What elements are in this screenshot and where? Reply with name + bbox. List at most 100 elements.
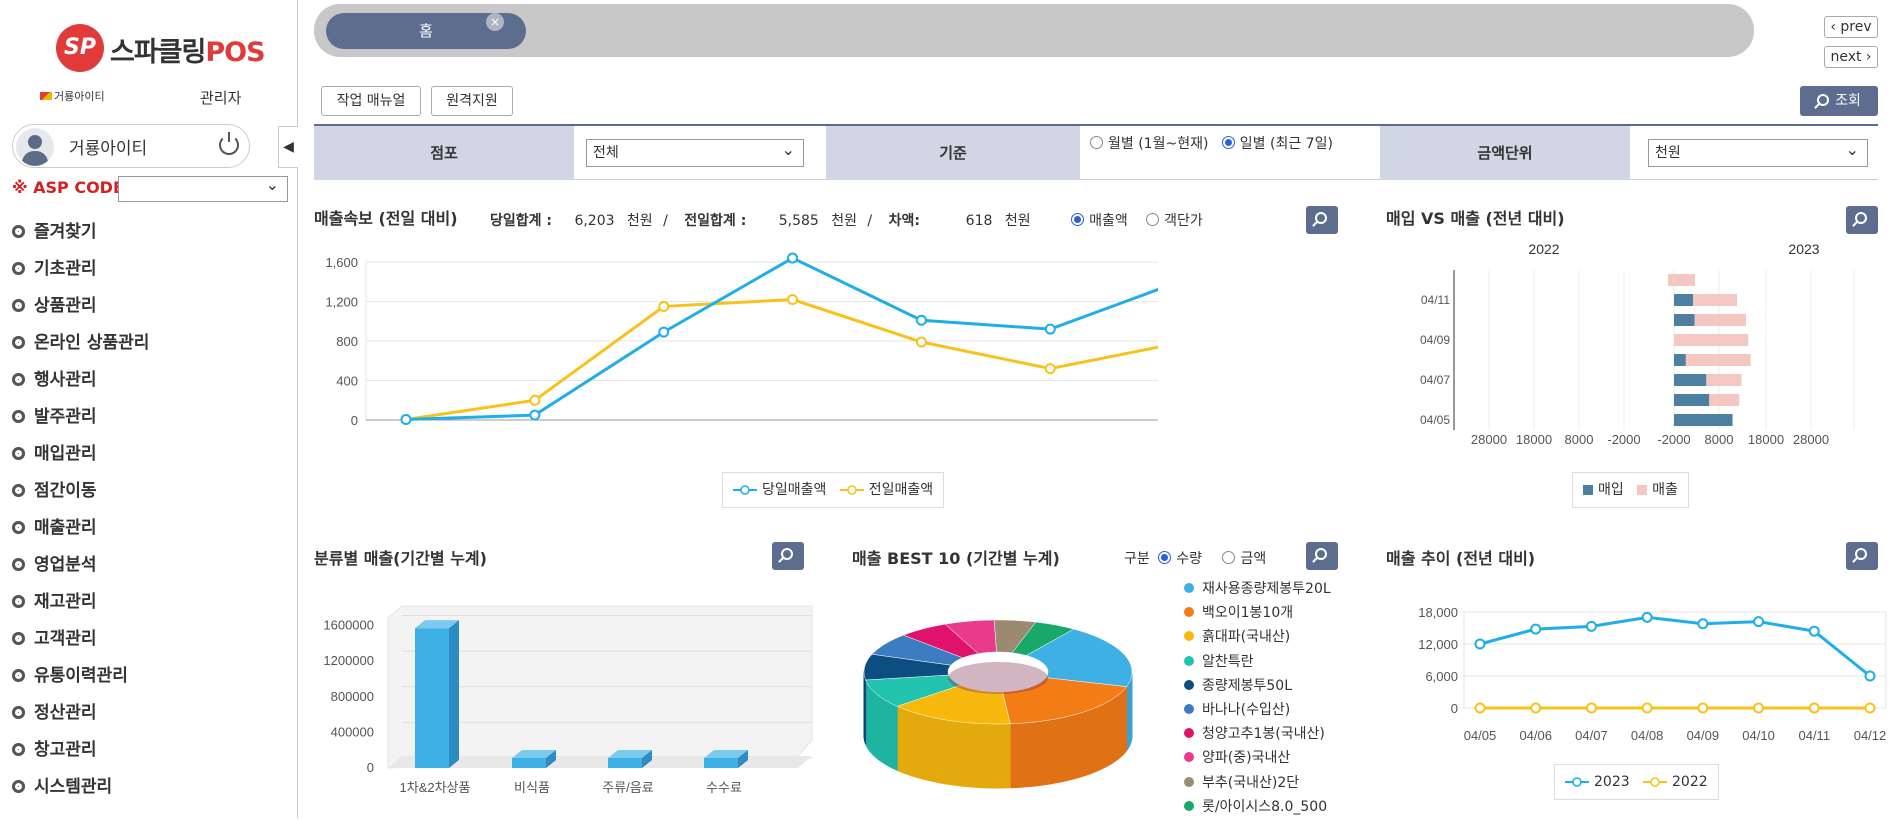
- company-logo-small: 거룡아이티: [40, 88, 105, 104]
- buy-bar: [1674, 354, 1686, 366]
- x-tick-label: 04/05: [1464, 728, 1497, 743]
- data-point: [1864, 702, 1876, 714]
- search-button[interactable]: 조회: [1800, 86, 1878, 116]
- bar-side: [738, 750, 748, 768]
- today-unit: 천원: [626, 213, 653, 229]
- pie-legend-dot: [1184, 631, 1194, 642]
- sidebar-item-1[interactable]: 기초관리: [12, 255, 149, 292]
- yesterday-value: 5,585: [778, 213, 819, 229]
- pie-legend-item[interactable]: 흙대파(국내산): [1184, 626, 1331, 650]
- sidebar: SP 스파클링POS 거룡아이티 관리자 거룡아이티 ◀ ※ ASP CODE …: [0, 0, 298, 818]
- sidebar-item-7[interactable]: 점간이동: [12, 477, 149, 514]
- store-label: 점포: [314, 126, 574, 180]
- tab-close-icon[interactable]: ×: [486, 13, 504, 31]
- sales-flash-legend: 당일매출액 전일매출액: [722, 472, 945, 508]
- pie-legend-label: 알찬특란: [1202, 653, 1254, 670]
- pie-legend-label: 롯/아이시스8.0_500: [1202, 798, 1328, 815]
- sidebar-item-4[interactable]: 행사관리: [12, 366, 149, 403]
- asp-code-select[interactable]: [118, 175, 288, 202]
- radio-daily[interactable]: [1221, 136, 1235, 149]
- sidebar-menu: 즐겨찾기 기초관리 상품관리 온라인 상품관리 행사관리 발주관리 매입관리 점간이동 매출관리…: [12, 218, 149, 810]
- next-button[interactable]: next ›: [1824, 46, 1878, 68]
- remote-support-button[interactable]: 원격지원: [431, 86, 513, 116]
- today-value: 6,203: [574, 213, 615, 229]
- x-tick-label: 비식품: [514, 780, 550, 795]
- pie-legend-item[interactable]: 부추(국내산)2단: [1184, 772, 1331, 796]
- sales-flash-search-button[interactable]: [1306, 206, 1338, 234]
- sidebar-item-12[interactable]: 유통이력관리: [12, 662, 149, 699]
- user-box: 거룡아이티: [12, 124, 250, 168]
- legend-sell-swatch: [1637, 485, 1648, 495]
- y-tick-label: 400: [336, 374, 358, 389]
- sidebar-collapse-button[interactable]: ◀: [278, 126, 298, 168]
- pie-legend-dot: [1184, 583, 1194, 593]
- data-point: [529, 409, 541, 421]
- radio-sales-amount[interactable]: [1071, 213, 1085, 226]
- series-line-0: [1479, 615, 1871, 678]
- sidebar-item-13[interactable]: 정산관리: [12, 699, 149, 736]
- pie-legend-label: 백오이1봉10개: [1202, 605, 1294, 622]
- sell-bar: [1674, 334, 1749, 346]
- search-icon: [1855, 212, 1867, 224]
- pie-legend-item[interactable]: 종량제봉투50L: [1184, 675, 1331, 699]
- series-line-1: [405, 298, 1158, 421]
- y-tick-label: 0: [1451, 701, 1458, 716]
- search-button-label: 조회: [1835, 93, 1861, 109]
- data-point: [400, 414, 412, 426]
- power-icon[interactable]: [219, 132, 239, 155]
- store-select[interactable]: 전체: [586, 137, 804, 167]
- category-sales-search-button[interactable]: [772, 542, 804, 570]
- unit-select[interactable]: 천원: [1648, 137, 1868, 167]
- pie-legend-item[interactable]: 백오이1봉10개: [1184, 602, 1331, 626]
- sidebar-item-15[interactable]: 시스템관리: [12, 773, 149, 810]
- data-point: [1753, 702, 1765, 714]
- legend-2023: 2023: [1594, 774, 1630, 790]
- pie-legend-item[interactable]: 바나나(수입산): [1184, 699, 1331, 723]
- buy-vs-sell-search-button[interactable]: [1846, 206, 1878, 234]
- search-icon: [1817, 94, 1830, 106]
- sidebar-item-0[interactable]: 즐겨찾기: [12, 218, 149, 255]
- radio-amt[interactable]: [1222, 551, 1236, 564]
- radio-avg-price[interactable]: [1146, 213, 1160, 226]
- x-tick-label: 18000: [1516, 432, 1552, 447]
- sidebar-item-11[interactable]: 고객관리: [12, 625, 149, 662]
- data-point: [1697, 618, 1709, 630]
- sidebar-item-8[interactable]: 매출관리: [12, 514, 149, 551]
- sidebar-item-2[interactable]: 상품관리: [12, 292, 149, 329]
- pie-legend-item[interactable]: 재사용종량제봉투20L: [1184, 578, 1331, 602]
- sidebar-item-9[interactable]: 영업분석: [12, 551, 149, 588]
- pie-legend-label: 흙대파(국내산): [1202, 629, 1291, 646]
- sidebar-item-6[interactable]: 매입관리: [12, 440, 149, 477]
- sales-flash-chart: 04008001,2001,60006시07시08시09시10시11시12시13…: [325, 252, 1158, 428]
- y-tick-label: 1200000: [323, 653, 374, 668]
- work-manual-button[interactable]: 작업 매뉴얼: [321, 86, 421, 116]
- data-point: [915, 314, 927, 326]
- category-sales-title: 분류별 매출(기간별 누계): [314, 549, 487, 568]
- search-icon: [781, 548, 793, 560]
- sidebar-item-14[interactable]: 창고관리: [12, 736, 149, 773]
- buy-bar: [1674, 294, 1694, 306]
- radio-daily-label: 일별 (최근 7일): [1239, 136, 1333, 152]
- pie-legend-item[interactable]: 알찬특란: [1184, 651, 1331, 675]
- data-point: [787, 252, 799, 264]
- pie-legend-item[interactable]: 롯/아이시스8.0_500: [1184, 796, 1331, 820]
- data-point: [1808, 702, 1820, 714]
- sidebar-item-3[interactable]: 온라인 상품관리: [12, 329, 149, 366]
- legend-today: 당일매출액: [762, 482, 827, 498]
- sidebar-item-5[interactable]: 발주관리: [12, 403, 149, 440]
- pie-legend-label: 바나나(수입산): [1202, 701, 1291, 718]
- radio-qty[interactable]: [1158, 551, 1172, 564]
- bar-top: [704, 750, 748, 758]
- y-tick-label: 04/09: [1420, 333, 1450, 347]
- prev-button[interactable]: ‹ prev: [1824, 16, 1878, 38]
- logo[interactable]: SP 스파클링POS: [56, 22, 276, 72]
- pie-legend-item[interactable]: 청양고추1봉(국내산): [1184, 723, 1331, 747]
- data-point: [1864, 670, 1876, 682]
- sidebar-item-10[interactable]: 재고관리: [12, 588, 149, 625]
- best10-search-button[interactable]: [1306, 542, 1338, 570]
- pie-legend-item[interactable]: 양파(중)국내산: [1184, 747, 1331, 771]
- radio-monthly[interactable]: [1090, 136, 1103, 149]
- trend-search-button[interactable]: [1846, 542, 1878, 570]
- buy-bar: [1674, 314, 1695, 326]
- today-label: 당일합계 :: [490, 213, 552, 229]
